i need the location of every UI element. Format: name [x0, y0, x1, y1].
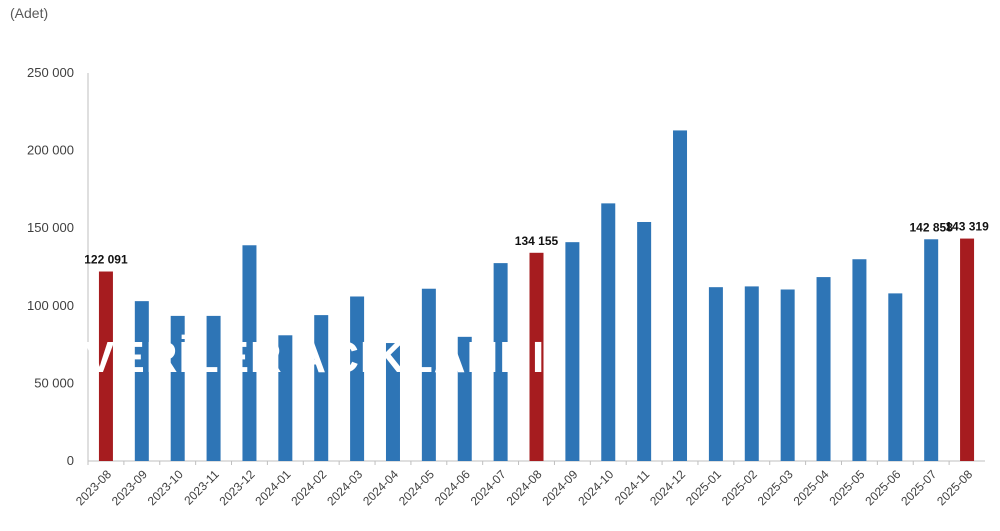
data-label-2024-08: 134 155	[515, 234, 559, 248]
bar-2025-01	[708, 287, 723, 461]
bar-2025-06	[888, 293, 903, 461]
x-tick-label: 2025-01	[683, 467, 724, 508]
bar-2023-10	[170, 315, 185, 461]
bar-2024-06	[457, 336, 472, 461]
data-label-2025-07: 142 858	[909, 220, 953, 234]
x-tick-label: 2023-09	[109, 467, 150, 508]
bar-2024-04	[385, 343, 400, 461]
y-tick-label: 250 000	[27, 65, 74, 80]
bar-2024-05	[421, 288, 436, 461]
x-tick-label: 2024-05	[396, 467, 437, 508]
overlay-caption: VERİLER AÇIKLANDI	[85, 333, 545, 382]
bar-2024-09	[565, 242, 580, 461]
bar-2024-08	[529, 252, 544, 461]
data-label-2023-08: 122 091	[84, 253, 128, 267]
y-tick-label: 100 000	[27, 298, 74, 313]
bar-2024-11	[637, 221, 652, 461]
x-tick-label: 2024-03	[324, 467, 365, 508]
y-axis-ticks: 0 50 000 100 000 150 000 200 000 250 000	[27, 65, 74, 468]
bar-2023-12	[242, 245, 257, 461]
x-tick-label: 2023-08	[73, 467, 114, 508]
x-tick-label: 2024-11	[612, 467, 653, 508]
bar-2024-02	[314, 315, 329, 461]
y-tick-label: 0	[67, 453, 74, 468]
bar-2025-07	[924, 239, 939, 461]
y-tick-label: 150 000	[27, 220, 74, 235]
x-tick-label: 2025-02	[719, 467, 760, 508]
x-tick-label: 2024-04	[360, 467, 401, 508]
x-tick-label: 2024-10	[575, 467, 616, 508]
x-tick-label: 2024-06	[432, 467, 473, 508]
x-axis-ticks: 2023-082023-092023-102023-112023-122024-…	[73, 461, 975, 508]
x-tick-label: 2024-01	[252, 467, 293, 508]
bar-2024-12	[673, 130, 688, 461]
bar-2024-01	[278, 335, 293, 461]
x-tick-label: 2025-04	[791, 467, 832, 508]
bar-series	[98, 130, 975, 462]
x-tick-label: 2024-08	[504, 467, 545, 508]
bar-2025-05	[852, 259, 867, 461]
unit-label: (Adet)	[10, 5, 48, 21]
x-tick-label: 2024-09	[539, 467, 580, 508]
x-tick-label: 2025-05	[826, 467, 867, 508]
bar-2025-02	[744, 286, 759, 461]
data-label-2025-08: 143 319	[945, 220, 989, 234]
bar-2025-08	[960, 238, 975, 461]
bar-2024-10	[601, 203, 616, 462]
x-tick-label: 2023-12	[217, 467, 258, 508]
bar-2023-08	[98, 271, 113, 461]
y-tick-label: 50 000	[34, 375, 74, 390]
x-tick-label: 2024-12	[647, 467, 688, 508]
x-tick-label: 2024-02	[288, 467, 329, 508]
x-tick-label: 2023-10	[145, 467, 186, 508]
x-tick-label: 2025-07	[898, 467, 939, 508]
x-tick-label: 2025-03	[755, 467, 796, 508]
bar-2023-09	[134, 301, 149, 461]
bar-2025-03	[780, 289, 795, 461]
bar-2023-11	[206, 315, 221, 461]
bar-2024-03	[350, 296, 365, 461]
x-tick-label: 2024-07	[468, 467, 509, 508]
x-tick-label: 2023-11	[181, 467, 222, 508]
bar-2025-04	[816, 277, 831, 461]
x-tick-label: 2025-08	[934, 467, 975, 508]
bar-2024-07	[493, 263, 508, 461]
y-tick-label: 200 000	[27, 143, 74, 158]
x-tick-label: 2025-06	[862, 467, 903, 508]
